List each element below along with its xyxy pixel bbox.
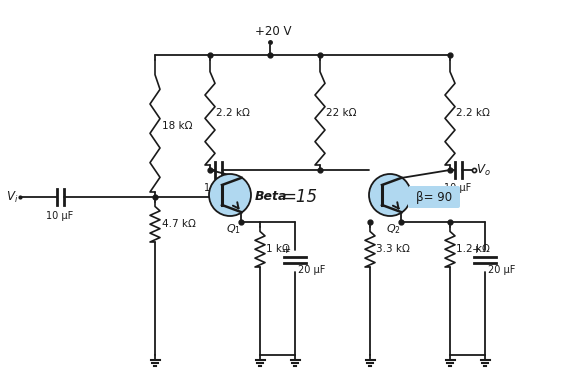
Text: 10 μF: 10 μF: [46, 211, 73, 221]
Ellipse shape: [369, 174, 411, 216]
Text: 1.2 kΩ: 1.2 kΩ: [456, 244, 490, 254]
Text: 10 μF: 10 μF: [205, 183, 232, 193]
Text: +20 V: +20 V: [255, 25, 291, 38]
Text: 3.3 kΩ: 3.3 kΩ: [376, 244, 410, 254]
Ellipse shape: [209, 174, 251, 216]
Text: 4.7 kΩ: 4.7 kΩ: [162, 219, 196, 229]
Text: $Q_2$: $Q_2$: [386, 222, 401, 236]
Text: β= 90: β= 90: [416, 191, 452, 204]
Text: =15: =15: [282, 188, 317, 206]
Text: Beta: Beta: [255, 191, 287, 204]
Text: 20 μF: 20 μF: [298, 265, 325, 275]
Text: 2.2 kΩ: 2.2 kΩ: [216, 108, 250, 117]
Text: 22 kΩ: 22 kΩ: [326, 108, 357, 117]
Text: +: +: [281, 245, 291, 255]
Text: 10 μF: 10 μF: [444, 183, 472, 193]
Text: $V_o$: $V_o$: [476, 163, 491, 177]
Text: 18 kΩ: 18 kΩ: [162, 121, 192, 131]
Text: $V_i$: $V_i$: [6, 190, 18, 205]
Text: 20 μF: 20 μF: [488, 265, 516, 275]
Text: +: +: [472, 245, 481, 255]
Text: $Q_1$: $Q_1$: [225, 222, 240, 236]
Text: 1 kΩ: 1 kΩ: [266, 244, 290, 254]
FancyBboxPatch shape: [408, 186, 460, 208]
Text: 2.2 kΩ: 2.2 kΩ: [456, 108, 490, 117]
